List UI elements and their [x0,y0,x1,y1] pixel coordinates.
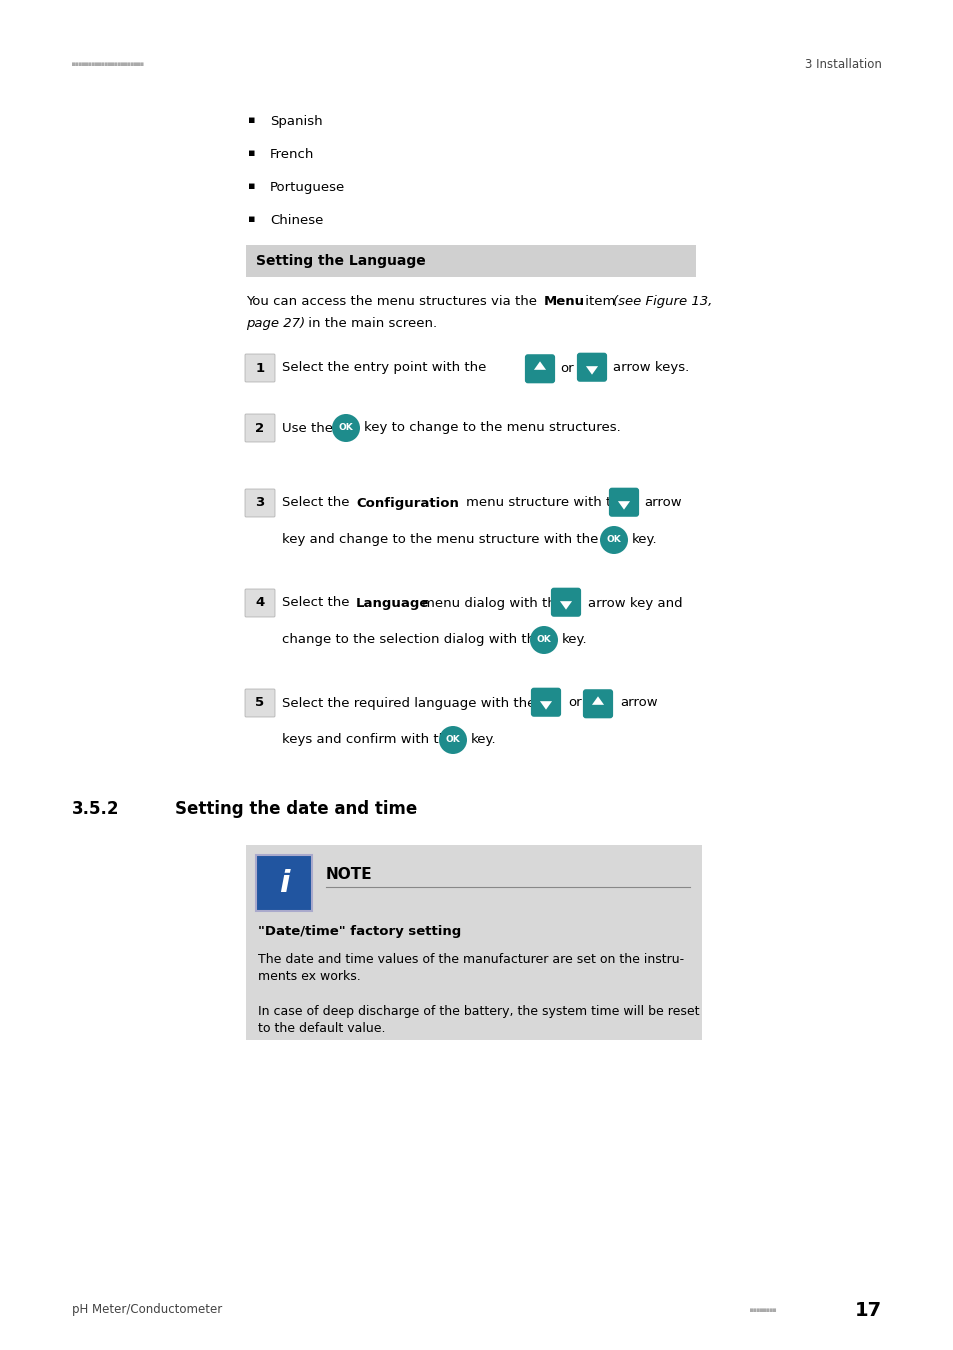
FancyBboxPatch shape [255,855,312,911]
Circle shape [530,626,558,653]
FancyBboxPatch shape [245,354,274,382]
Polygon shape [554,590,578,601]
Text: ■■■■■■■■: ■■■■■■■■ [749,1308,775,1312]
Text: key.: key. [471,733,497,747]
Polygon shape [585,366,598,375]
Text: 5: 5 [255,697,264,710]
Text: NOTE: NOTE [326,867,373,882]
Text: 1: 1 [255,362,264,374]
Text: i: i [278,868,289,898]
Text: 3 Installation: 3 Installation [804,58,882,72]
Text: arrow: arrow [643,497,680,509]
Text: Select the: Select the [282,497,349,509]
FancyBboxPatch shape [245,688,274,717]
Text: arrow key and: arrow key and [587,597,682,609]
Text: or: or [567,697,581,710]
Polygon shape [618,501,629,510]
Text: item: item [580,296,619,308]
Text: 17: 17 [854,1300,882,1319]
FancyBboxPatch shape [577,352,606,382]
Text: arrow keys.: arrow keys. [613,362,688,374]
Text: 3: 3 [255,497,264,509]
Text: menu structure with the: menu structure with the [465,497,627,509]
Circle shape [599,526,627,554]
Text: key and change to the menu structure with the: key and change to the menu structure wit… [282,533,598,547]
FancyBboxPatch shape [246,845,701,1040]
Text: key.: key. [561,633,587,647]
Text: in the main screen.: in the main screen. [304,317,436,329]
Text: Use the: Use the [282,421,333,435]
Polygon shape [539,701,552,710]
Text: (see Figure 13,: (see Figure 13, [613,296,712,308]
Text: ▪: ▪ [248,181,255,190]
FancyBboxPatch shape [608,487,639,517]
Text: Select the: Select the [282,597,349,609]
Text: pH Meter/Conductometer: pH Meter/Conductometer [71,1304,222,1316]
Text: Select the required language with the: Select the required language with the [282,697,535,710]
Text: 4: 4 [255,597,264,609]
Text: arrow: arrow [619,697,657,710]
FancyBboxPatch shape [524,354,555,383]
Text: In case of deep discharge of the battery, the system time will be reset
to the d: In case of deep discharge of the battery… [257,1004,699,1035]
Text: page 27): page 27) [246,317,305,329]
Text: 2: 2 [255,421,264,435]
Circle shape [332,414,359,441]
FancyBboxPatch shape [550,587,580,617]
Text: "Date/time" factory setting: "Date/time" factory setting [257,925,460,938]
Text: Setting the date and time: Setting the date and time [174,801,416,818]
Text: key.: key. [631,533,657,547]
FancyBboxPatch shape [245,414,274,441]
Text: Spanish: Spanish [270,115,322,128]
Text: ▪: ▪ [248,215,255,224]
Polygon shape [559,601,572,610]
Text: ▪: ▪ [248,115,255,126]
Text: keys and confirm with the: keys and confirm with the [282,733,455,747]
Text: Menu: Menu [543,296,584,308]
FancyBboxPatch shape [530,687,560,717]
Polygon shape [585,706,610,716]
Polygon shape [611,490,636,501]
Text: Language: Language [355,597,429,609]
Text: OK: OK [445,736,460,744]
Circle shape [438,726,467,755]
Text: Configuration: Configuration [355,497,458,509]
Text: OK: OK [536,636,551,644]
Text: 3.5.2: 3.5.2 [71,801,119,818]
Polygon shape [527,370,552,381]
Polygon shape [591,697,603,705]
Text: Chinese: Chinese [270,215,323,227]
Polygon shape [579,355,603,366]
Polygon shape [534,690,558,701]
Text: Setting the Language: Setting the Language [255,254,425,269]
Text: ■■■■■■■■■■■■■■■■■■■■■■: ■■■■■■■■■■■■■■■■■■■■■■ [71,62,143,68]
Text: Select the entry point with the: Select the entry point with the [282,362,486,374]
Text: change to the selection dialog with the: change to the selection dialog with the [282,633,543,647]
Text: Portuguese: Portuguese [270,181,345,194]
Text: or: or [559,362,573,374]
Text: OK: OK [606,536,620,544]
Text: You can access the menu structures via the: You can access the menu structures via t… [246,296,540,308]
Polygon shape [534,362,545,370]
Text: menu dialog with the: menu dialog with the [421,597,563,609]
Text: The date and time values of the manufacturer are set on the instru-
ments ex wor: The date and time values of the manufact… [257,953,683,983]
Text: French: French [270,148,314,161]
Text: key to change to the menu structures.: key to change to the menu structures. [364,421,620,435]
FancyBboxPatch shape [245,489,274,517]
Text: OK: OK [338,424,353,432]
FancyBboxPatch shape [245,589,274,617]
FancyBboxPatch shape [582,690,613,718]
Text: ▪: ▪ [248,148,255,158]
FancyBboxPatch shape [246,244,696,277]
